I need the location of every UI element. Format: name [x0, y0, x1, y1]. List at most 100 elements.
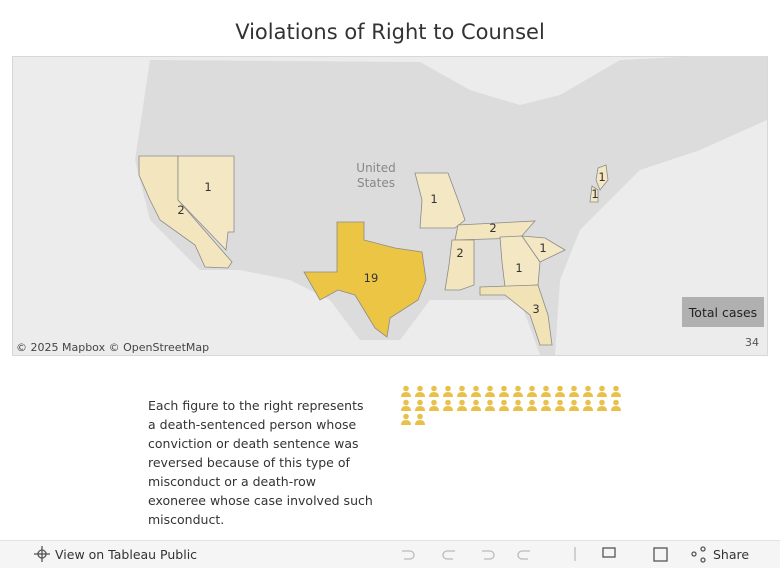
- figure-head: [557, 385, 563, 392]
- figure-head: [487, 385, 493, 392]
- figure-head: [417, 399, 423, 406]
- figure-head: [403, 413, 409, 420]
- figure-body: [401, 406, 411, 411]
- toolbar-icons: [34, 546, 706, 563]
- legend-total: 34: [745, 336, 759, 349]
- person-figure: [611, 385, 621, 397]
- figure-body: [555, 392, 565, 397]
- figure-body: [443, 392, 453, 397]
- figure-body: [429, 406, 439, 411]
- person-figure: [583, 385, 593, 397]
- footer: View on Tableau Public Share: [0, 540, 780, 568]
- state-label: 1: [591, 187, 598, 201]
- state-label: 2: [456, 246, 463, 260]
- figure-head: [473, 399, 479, 406]
- person-figure: [401, 413, 411, 425]
- figure-body: [457, 392, 467, 397]
- figure-body: [597, 406, 607, 411]
- figure-head: [403, 385, 409, 392]
- figure-body: [415, 392, 425, 397]
- person-figure: [415, 413, 425, 425]
- figure-body: [499, 392, 509, 397]
- person-figure: [569, 399, 579, 411]
- figure-body: [541, 392, 551, 397]
- person-figure: [471, 399, 481, 411]
- state: [589, 185, 599, 203]
- view-link[interactable]: View on Tableau Public: [55, 547, 198, 562]
- figure-head: [529, 385, 535, 392]
- person-figure: [457, 385, 467, 397]
- figure-head: [403, 399, 409, 406]
- state-label: 3: [532, 302, 539, 316]
- state-label: 19: [364, 271, 379, 285]
- person-figure: [513, 385, 523, 397]
- state-label: 1: [430, 192, 437, 206]
- figure-head: [515, 399, 521, 406]
- legend-box: [682, 297, 764, 327]
- figure-head: [529, 399, 535, 406]
- person-figure: [499, 399, 509, 411]
- state-label: 1: [598, 170, 605, 184]
- state: [444, 239, 475, 291]
- figure-head: [445, 399, 451, 406]
- person-figure: [569, 385, 579, 397]
- figure-head: [571, 399, 577, 406]
- figure-body: [401, 392, 411, 397]
- person-figure: [415, 399, 425, 411]
- figure-body: [513, 406, 523, 411]
- figure-head: [599, 385, 605, 392]
- person-figure: [541, 399, 551, 411]
- person-figure: [485, 385, 495, 397]
- figure-head: [571, 385, 577, 392]
- person-figure: [457, 399, 467, 411]
- person-figure: [555, 399, 565, 411]
- figure-head: [459, 399, 465, 406]
- figure-body: [597, 392, 607, 397]
- figure-head: [613, 399, 619, 406]
- figure-head: [431, 385, 437, 392]
- figure-head: [459, 385, 465, 392]
- figure-head: [445, 385, 451, 392]
- figure-body: [471, 392, 481, 397]
- figure-head: [501, 385, 507, 392]
- state-label: 1: [204, 180, 211, 194]
- country-label: United States: [356, 161, 395, 190]
- state: [414, 172, 466, 229]
- figure-body: [443, 406, 453, 411]
- figure-head: [431, 399, 437, 406]
- person-figure: [471, 385, 481, 397]
- person-figure: [611, 399, 621, 411]
- figure-head: [543, 385, 549, 392]
- person-figure: [597, 399, 607, 411]
- figure-body: [499, 406, 509, 411]
- figure-body: [569, 406, 579, 411]
- share-button[interactable]: Share: [713, 547, 750, 562]
- figure-head: [501, 399, 507, 406]
- figure-body: [541, 406, 551, 411]
- figure-body: [583, 392, 593, 397]
- figure-head: [557, 399, 563, 406]
- figure-head: [585, 385, 591, 392]
- figure-body: [485, 392, 495, 397]
- person-figure: [513, 399, 523, 411]
- attribution: © 2025 Mapbox © OpenStreetMap: [16, 341, 209, 354]
- person-figure: [443, 385, 453, 397]
- figure-body: [527, 392, 537, 397]
- person-figure: [597, 385, 607, 397]
- person-figure: [555, 385, 565, 397]
- person-figure: [401, 385, 411, 397]
- figure-head: [473, 385, 479, 392]
- person-figure: [541, 385, 551, 397]
- state: [521, 235, 566, 263]
- person-figure: [415, 385, 425, 397]
- figure-body: [471, 406, 481, 411]
- state-label: 1: [515, 261, 522, 275]
- person-figure: [527, 399, 537, 411]
- figure-head: [417, 385, 423, 392]
- state-label: 2: [489, 221, 496, 235]
- figure-head: [599, 399, 605, 406]
- figure-body: [527, 406, 537, 411]
- figure-body: [457, 406, 467, 411]
